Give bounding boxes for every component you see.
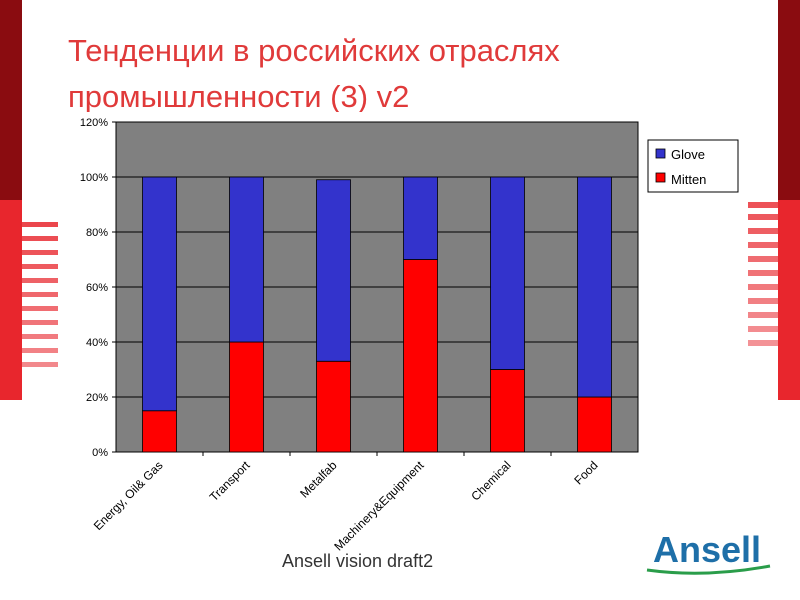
right-stripe [730,270,778,276]
right-stripe [738,284,778,290]
bar-mitten [316,360,351,453]
legend-label-mitten: Mitten [671,172,706,187]
bar-mitten [403,259,438,453]
bar-glove [316,179,351,362]
right-stripe [723,298,778,304]
legend-label-glove: Glove [671,147,705,162]
legend-swatch-glove [655,148,666,159]
left-stripe [22,306,80,311]
left-stripe [22,264,82,269]
bar-glove [490,176,525,370]
legend-box [647,139,739,193]
y-tick-label: 100% [80,172,108,184]
left-stripe [22,362,60,367]
bar-glove [403,176,438,260]
right-stripe [748,340,778,346]
y-tick-label: 0% [92,447,108,459]
bar-glove [229,176,264,343]
right-stripe [733,312,778,318]
slide-footer: Ansell vision draft2 [282,551,434,571]
legend-swatch-mitten [655,172,666,183]
left-stripe [22,278,74,283]
y-tick-label: 120% [80,117,108,129]
bar-mitten [229,341,264,453]
left-stripe [22,348,68,353]
right-accent-red [778,200,800,400]
right-accent-dark [778,0,800,200]
y-tick-label: 60% [86,282,108,294]
left-stripe [22,250,77,255]
left-accent-red [0,200,22,400]
ansell-logo: Ansell [646,529,771,575]
left-stripe [22,334,78,339]
bar-glove [577,176,612,398]
logo-text: Ansell [653,529,761,570]
bar-glove [142,176,177,412]
y-tick-label: 20% [86,392,108,404]
y-tick-label: 80% [86,227,108,239]
right-stripe [742,326,778,332]
bar-mitten [577,396,612,453]
left-stripe [22,292,84,297]
left-accent-dark [0,0,22,200]
left-stripe [22,320,72,325]
legend: Glove Mitten [647,139,739,193]
slide-title: Тенденции в российских отраслях промышле… [68,33,560,114]
left-stripe [22,236,70,241]
bar-mitten [142,410,177,453]
bar-mitten [490,369,525,453]
y-tick-label: 40% [86,337,108,349]
logo-swoosh-green [646,564,771,575]
left-stripe [22,222,62,227]
